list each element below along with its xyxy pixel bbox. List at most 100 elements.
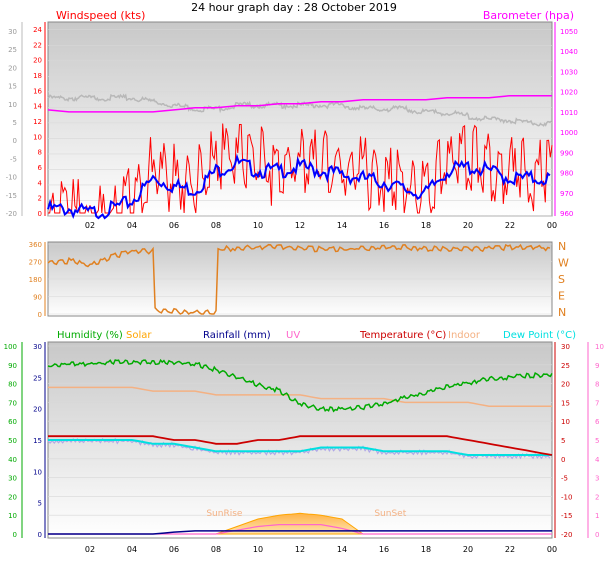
humidity-tick-label: 90 bbox=[8, 362, 17, 370]
x-tick-label: 16 bbox=[379, 221, 389, 230]
humidity-tick-label: 20 bbox=[8, 493, 17, 501]
temp-tick-label: 15 bbox=[561, 399, 570, 407]
temp-tick-label: -5 bbox=[561, 475, 568, 483]
wind-axis-title: Windspeed (kts) bbox=[56, 9, 145, 22]
kts-tick-label: 6 bbox=[38, 164, 43, 172]
hpa-tick-label: 990 bbox=[560, 149, 573, 157]
rain-tick-label: 15 bbox=[33, 437, 42, 445]
uv-tick-label: 2 bbox=[595, 493, 599, 501]
humidity-tick-label: 0 bbox=[13, 531, 17, 539]
legend-label: Humidity (%) bbox=[57, 330, 123, 341]
direction-degree-label: 0 bbox=[38, 311, 42, 319]
hpa-tick-label: 1020 bbox=[560, 89, 578, 97]
x-tick-label: 22 bbox=[505, 545, 515, 554]
x-tick-label: 18 bbox=[421, 545, 431, 554]
chart-title: 24 hour graph day : 28 October 2019 bbox=[191, 1, 397, 14]
outer-tick-label: -20 bbox=[6, 210, 17, 218]
outer-tick-label: 20 bbox=[8, 64, 17, 72]
temp-tick-label: 30 bbox=[561, 343, 570, 351]
hpa-tick-label: 980 bbox=[560, 170, 573, 178]
uv-tick-label: 3 bbox=[595, 475, 599, 483]
uv-tick-label: 4 bbox=[595, 456, 600, 464]
outer-tick-label: 0 bbox=[13, 137, 17, 145]
x-tick-label: 20 bbox=[463, 545, 473, 554]
hpa-tick-label: 1050 bbox=[560, 28, 578, 36]
temp-tick-label: 0 bbox=[561, 456, 565, 464]
temp-tick-label: 25 bbox=[561, 362, 570, 370]
compass-point-label: W bbox=[558, 257, 569, 270]
kts-tick-label: 24 bbox=[33, 26, 42, 34]
average-wind-line bbox=[47, 153, 551, 220]
outer-tick-label: 25 bbox=[8, 46, 17, 54]
temp-tick-label: -15 bbox=[561, 512, 572, 520]
outer-tick-label: 5 bbox=[13, 119, 17, 127]
rain-tick-label: 5 bbox=[38, 500, 42, 508]
hpa-tick-label: 1000 bbox=[560, 129, 578, 137]
humidity-tick-label: 10 bbox=[8, 512, 17, 520]
sunset-label: SunSet bbox=[374, 509, 406, 519]
x-tick-label: 10 bbox=[253, 545, 263, 554]
rain-tick-label: 25 bbox=[33, 374, 42, 382]
x-tick-label: 12 bbox=[295, 221, 305, 230]
x-tick-label: 04 bbox=[127, 221, 137, 230]
rain-tick-label: 10 bbox=[33, 468, 42, 476]
uv-tick-label: 8 bbox=[595, 381, 599, 389]
direction-degree-label: 360 bbox=[29, 241, 42, 249]
humidity-tick-label: 30 bbox=[8, 475, 17, 483]
uv-tick-label: 10 bbox=[595, 343, 604, 351]
x-tick-label: 06 bbox=[169, 545, 179, 554]
wind-direction-line bbox=[47, 243, 551, 315]
hpa-tick-label: 1040 bbox=[560, 48, 578, 56]
kts-tick-label: 0 bbox=[38, 210, 42, 218]
x-tick-label: 08 bbox=[211, 545, 221, 554]
direction-degree-label: 180 bbox=[29, 276, 42, 284]
kts-tick-label: 12 bbox=[33, 118, 42, 126]
hpa-tick-label: 970 bbox=[560, 190, 573, 198]
wind-panel: Windspeed (kts) Barometer (hpa)0246810121… bbox=[6, 9, 578, 230]
temperature-line bbox=[48, 435, 553, 456]
x-tick-label: 20 bbox=[463, 221, 473, 230]
kts-tick-label: 14 bbox=[33, 103, 42, 111]
hpa-tick-label: 960 bbox=[560, 210, 573, 218]
x-tick-label: 02 bbox=[85, 545, 95, 554]
barometer-line bbox=[47, 94, 552, 113]
x-tick-label: 16 bbox=[379, 545, 389, 554]
compass-point-label: E bbox=[558, 290, 565, 303]
legend-label: Dew Point (°C) bbox=[503, 330, 576, 341]
humidity-tick-label: 60 bbox=[8, 418, 17, 426]
x-tick-label: 14 bbox=[337, 545, 347, 554]
humidity-line bbox=[47, 358, 553, 413]
outer-tick-label: -15 bbox=[6, 192, 17, 200]
humidity-tick-label: 50 bbox=[8, 437, 17, 445]
kts-tick-label: 10 bbox=[33, 133, 42, 141]
rain-tick-label: 20 bbox=[33, 406, 42, 414]
outer-tick-label: 30 bbox=[8, 28, 17, 36]
rainfall-line bbox=[48, 530, 552, 535]
x-tick-label: 06 bbox=[169, 221, 179, 230]
compass-point-label: N bbox=[558, 306, 566, 319]
hpa-tick-label: 1010 bbox=[560, 109, 578, 117]
outer-tick-label: -5 bbox=[10, 155, 17, 163]
compass-point-label: S bbox=[558, 273, 565, 286]
humidity-tick-label: 100 bbox=[4, 343, 17, 351]
kts-tick-label: 16 bbox=[33, 87, 42, 95]
kts-tick-label: 18 bbox=[33, 72, 42, 80]
uv-tick-label: 9 bbox=[595, 362, 599, 370]
humidity-tick-label: 40 bbox=[8, 456, 17, 464]
legend-label: Indoor bbox=[448, 330, 481, 341]
wind-plot-area bbox=[47, 21, 553, 217]
rain-tick-label: 0 bbox=[38, 531, 42, 539]
kts-tick-label: 4 bbox=[38, 179, 43, 187]
legend-label: UV bbox=[286, 330, 300, 341]
outer-tick-label: 15 bbox=[8, 83, 17, 91]
temp-tick-label: 20 bbox=[561, 381, 570, 389]
uv-tick-label: 5 bbox=[595, 437, 599, 445]
x-tick-label: 04 bbox=[127, 545, 137, 554]
uv-tick-label: 7 bbox=[595, 399, 599, 407]
outer-tick-label: 10 bbox=[8, 101, 17, 109]
climate-panel: Humidity (%) Solar Rainfall (mm) UV Temperat… bbox=[4, 330, 604, 554]
uv-tick-label: 6 bbox=[595, 418, 600, 426]
sunrise-label: SunRise bbox=[206, 509, 243, 519]
humidity-tick-label: 80 bbox=[8, 381, 17, 389]
